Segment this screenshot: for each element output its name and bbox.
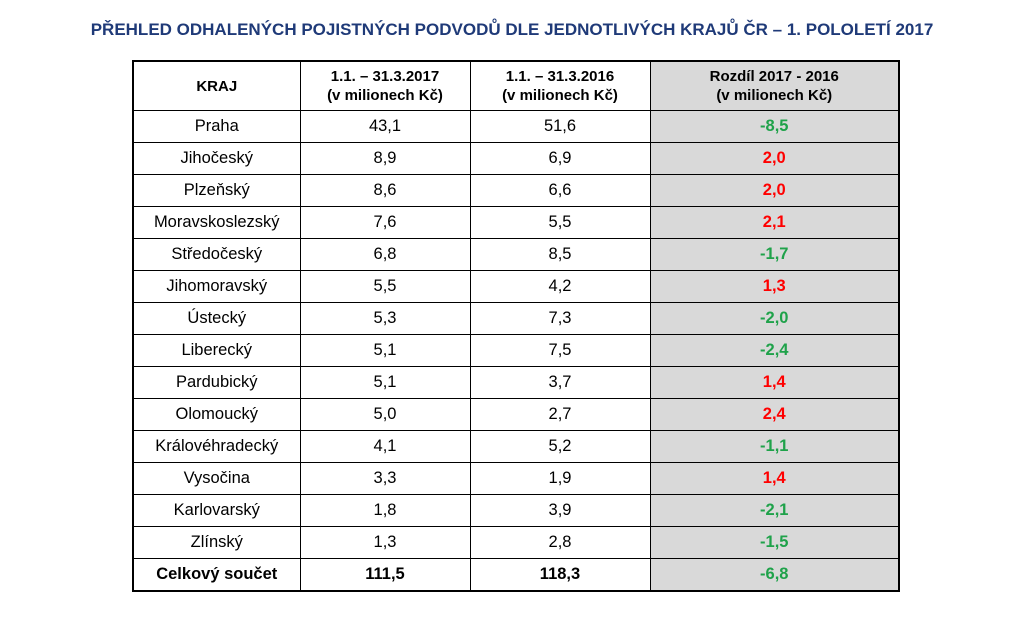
table-row: Jihočeský 8,9 6,9 2,0: [132, 142, 900, 175]
header-kraj-label: KRAJ: [196, 77, 238, 95]
cell-2016: 3,9: [469, 494, 651, 527]
cell-2017: 5,5: [299, 270, 471, 303]
table-row: Středočeský 6,8 8,5 -1,7: [132, 238, 900, 271]
cell-difference: 2,0: [649, 142, 900, 175]
cell-2017: 4,1: [299, 430, 471, 463]
header-difference-label: Rozdíl 2017 - 2016: [709, 68, 839, 85]
cell-2016: 3,7: [469, 366, 651, 399]
table-row: Liberecký 5,1 7,5 -2,4: [132, 334, 900, 367]
cell-kraj: Olomoucký: [132, 398, 301, 431]
cell-2017: 5,3: [299, 302, 471, 335]
cell-2017: 7,6: [299, 206, 471, 239]
cell-kraj: Vysočina: [132, 462, 301, 495]
total-row: Celkový součet 111,5 118,3 -6,8: [132, 558, 900, 592]
cell-difference: 1,4: [649, 366, 900, 399]
header-2016-unit: (v milionech Kč): [502, 87, 618, 104]
table-row: Moravskoslezský 7,6 5,5 2,1: [132, 206, 900, 239]
cell-2016: 8,5: [469, 238, 651, 271]
cell-2016: 2,7: [469, 398, 651, 431]
cell-2016: 1,9: [469, 462, 651, 495]
table-header-row: KRAJ 1.1. – 31.3.2017 (v milionech Kč) 1…: [132, 60, 900, 111]
cell-difference: 2,1: [649, 206, 900, 239]
page-title: PŘEHLED ODHALENÝCH POJISTNÝCH PODVODŮ DL…: [90, 20, 934, 39]
table-row: Královéhradecký 4,1 5,2 -1,1: [132, 430, 900, 463]
header-difference: Rozdíl 2017 - 2016 (v milionech Kč): [649, 60, 900, 111]
cell-2016: 7,3: [469, 302, 651, 335]
cell-2017: 6,8: [299, 238, 471, 271]
cell-kraj: Středočeský: [132, 238, 301, 271]
cell-2016: 7,5: [469, 334, 651, 367]
cell-difference: 1,4: [649, 462, 900, 495]
cell-difference: -1,1: [649, 430, 900, 463]
cell-kraj: Zlínský: [132, 526, 301, 559]
cell-difference: -2,4: [649, 334, 900, 367]
cell-difference: -1,7: [649, 238, 900, 271]
table-row: Olomoucký 5,0 2,7 2,4: [132, 398, 900, 431]
cell-2017: 1,8: [299, 494, 471, 527]
cell-2017: 5,0: [299, 398, 471, 431]
table-row: Vysočina 3,3 1,9 1,4: [132, 462, 900, 495]
table-row: Pardubický 5,1 3,7 1,4: [132, 366, 900, 399]
cell-kraj: Liberecký: [132, 334, 301, 367]
header-2016: 1.1. – 31.3.2016 (v milionech Kč): [469, 60, 651, 111]
cell-2016: 118,3: [469, 558, 651, 592]
cell-2017: 5,1: [299, 366, 471, 399]
cell-kraj: Jihočeský: [132, 142, 301, 175]
table-row: Karlovarský 1,8 3,9 -2,1: [132, 494, 900, 527]
table-row: Praha 43,1 51,6 -8,5: [132, 110, 900, 143]
table-row: Jihomoravský 5,5 4,2 1,3: [132, 270, 900, 303]
cell-difference: 2,0: [649, 174, 900, 207]
cell-2016: 2,8: [469, 526, 651, 559]
cell-kraj: Královéhradecký: [132, 430, 301, 463]
table-row: Ústecký 5,3 7,3 -2,0: [132, 302, 900, 335]
cell-2017: 8,9: [299, 142, 471, 175]
fraud-by-region-table: KRAJ 1.1. – 31.3.2017 (v milionech Kč) 1…: [132, 60, 900, 592]
cell-kraj: Karlovarský: [132, 494, 301, 527]
table-row: Plzeňský 8,6 6,6 2,0: [132, 174, 900, 207]
cell-2016: 6,9: [469, 142, 651, 175]
cell-difference: -2,1: [649, 494, 900, 527]
cell-kraj: Pardubický: [132, 366, 301, 399]
cell-difference: -2,0: [649, 302, 900, 335]
cell-kraj: Ústecký: [132, 302, 301, 335]
header-kraj: KRAJ: [132, 60, 301, 111]
header-difference-unit: (v milionech Kč): [716, 87, 833, 104]
cell-2017: 111,5: [299, 558, 471, 592]
cell-difference: 2,4: [649, 398, 900, 431]
cell-difference: -6,8: [649, 558, 900, 592]
cell-difference: 1,3: [649, 270, 900, 303]
cell-2016: 6,6: [469, 174, 651, 207]
cell-kraj: Moravskoslezský: [132, 206, 301, 239]
table-row: Zlínský 1,3 2,8 -1,5: [132, 526, 900, 559]
header-2017-unit: (v milionech Kč): [327, 87, 443, 104]
cell-2017: 1,3: [299, 526, 471, 559]
cell-2017: 3,3: [299, 462, 471, 495]
cell-2016: 5,5: [469, 206, 651, 239]
cell-2017: 43,1: [299, 110, 471, 143]
cell-2016: 4,2: [469, 270, 651, 303]
cell-kraj: Celkový součet: [132, 558, 301, 592]
cell-kraj: Jihomoravský: [132, 270, 301, 303]
table-body: Praha 43,1 51,6 -8,5 Jihočeský 8,9 6,9 2,0 Plzeň…: [132, 110, 900, 592]
cell-2016: 5,2: [469, 430, 651, 463]
cell-difference: -1,5: [649, 526, 900, 559]
cell-kraj: Plzeňský: [132, 174, 301, 207]
cell-2017: 8,6: [299, 174, 471, 207]
cell-2016: 51,6: [469, 110, 651, 143]
cell-kraj: Praha: [132, 110, 301, 143]
header-2017-period: 1.1. – 31.3.2017: [330, 68, 440, 85]
cell-2017: 5,1: [299, 334, 471, 367]
header-2016-period: 1.1. – 31.3.2016: [505, 68, 615, 85]
cell-difference: -8,5: [649, 110, 900, 143]
header-2017: 1.1. – 31.3.2017 (v milionech Kč): [299, 60, 471, 111]
